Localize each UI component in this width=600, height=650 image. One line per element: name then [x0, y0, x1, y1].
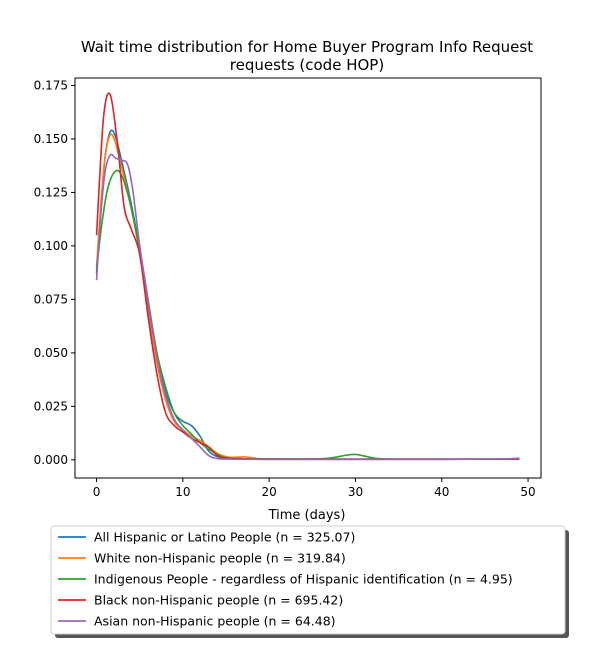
legend-label-3: Indigenous People - regardless of Hispan… [94, 572, 513, 587]
legend: All Hispanic or Latino People (n = 325.0… [50, 525, 569, 638]
y-tick-label: 0.100 [34, 239, 68, 253]
plot-area [74, 77, 542, 479]
x-tick-label: 0 [93, 485, 101, 499]
series-line-4 [95, 92, 520, 461]
x-tick-label: 30 [348, 485, 363, 499]
y-tick-label: 0.050 [34, 346, 68, 360]
chart-title-line-2: requests (code HOP) [230, 56, 384, 74]
y-tick-label: 0.025 [34, 399, 68, 413]
legend-items: All Hispanic or Latino People (n = 325.0… [58, 530, 513, 629]
y-tick-label: 0.075 [34, 292, 68, 306]
y-tick-label: 0.000 [34, 453, 68, 467]
legend-label-4: Black non-Hispanic people (n = 695.42) [94, 593, 343, 608]
x-axis: 0 10 20 30 40 50 [93, 478, 536, 499]
x-tick-label: 10 [175, 485, 190, 499]
legend-label-2: White non-Hispanic people (n = 319.84) [94, 551, 346, 566]
x-tick-label: 20 [262, 485, 277, 499]
y-tick-label: 0.125 [34, 185, 68, 199]
x-tick-label: 50 [520, 485, 535, 499]
series-line-1 [95, 129, 520, 461]
plot-frame [74, 77, 542, 479]
x-axis-label: Time (days) [268, 508, 346, 523]
legend-label-5: Asian non-Hispanic people (n = 64.48) [94, 614, 336, 629]
y-tick-label: 0.175 [34, 78, 68, 92]
series-layer [95, 92, 520, 461]
y-tick-label: 0.150 [34, 132, 68, 146]
legend-label-1: All Hispanic or Latino People (n = 325.0… [94, 530, 355, 545]
y-axis: 0.000 0.025 0.050 0.075 0.100 0.125 0.150 0.175 [34, 78, 75, 467]
series-line-2 [95, 133, 520, 460]
x-tick-label: 40 [434, 485, 449, 499]
legend-box [50, 525, 566, 635]
chart-title-line-1: Wait time distribution for Home Buyer Pr… [81, 38, 533, 56]
series-line-3 [95, 169, 520, 461]
series-line-5 [95, 153, 520, 461]
